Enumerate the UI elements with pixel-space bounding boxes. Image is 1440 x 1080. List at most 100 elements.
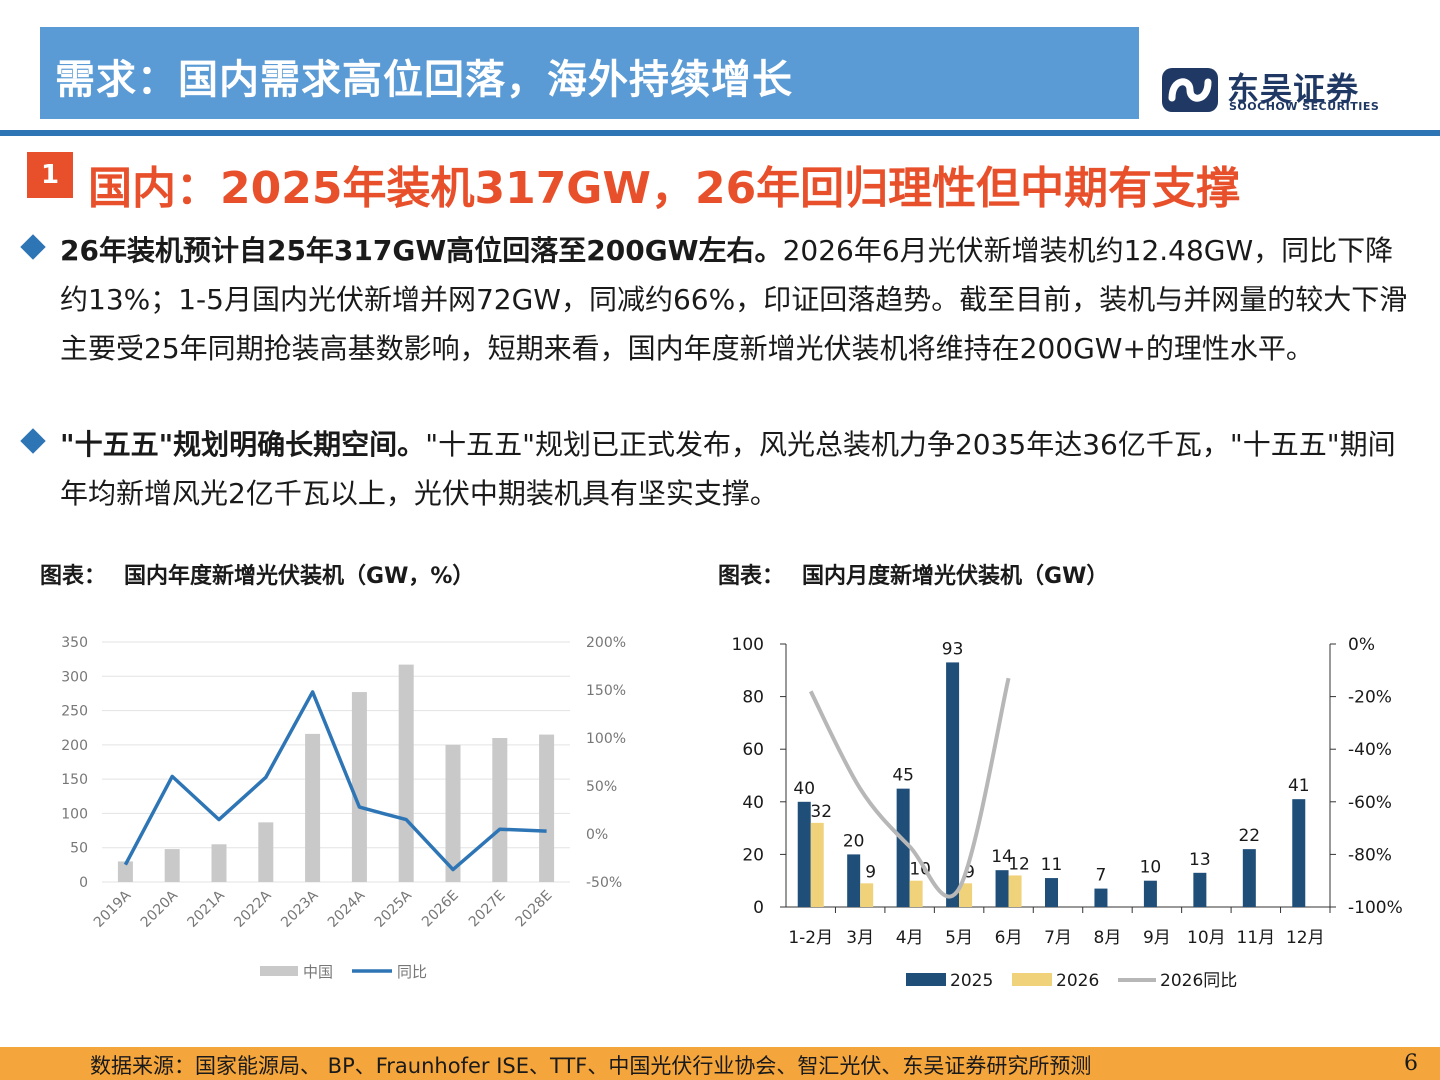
y-right-tick: -50% (586, 875, 622, 891)
x-tick-label: 6月 (995, 928, 1023, 948)
x-tick-label: 5月 (945, 928, 973, 948)
y-left-tick: 100 (61, 806, 88, 822)
y-left-tick: 100 (732, 635, 764, 655)
data-label-2025: 10 (1140, 858, 1162, 878)
bar-2025 (1193, 872, 1207, 907)
y-right-tick: -80% (1348, 845, 1392, 865)
bullet-2-bold: "十五五"规划明确长期空间。 (60, 428, 426, 461)
legend-2026-swatch (1012, 973, 1052, 986)
company-logo: 东吴证券 SOOCHOW SECURITIES (1160, 62, 1390, 118)
line-2026-yoy (808, 677, 1011, 899)
bar-2025 (847, 854, 861, 907)
data-label-2025: 7 (1096, 866, 1107, 886)
bar-china (351, 692, 367, 882)
y-right-tick: 0% (1348, 635, 1375, 655)
x-tick-label: 2025A (372, 887, 416, 931)
footer-bar: 数据来源：国家能源局、 BP、Fraunhofer ISE、TTF、中国光伏行业… (0, 1047, 1440, 1080)
data-label-2025: 14 (991, 847, 1013, 867)
y-left-tick: 250 (61, 704, 88, 720)
logo-text-en: SOOCHOW SECURITIES (1229, 100, 1380, 113)
header-bar: 需求：国内需求高位回落，海外持续增长 (40, 27, 1139, 119)
x-tick-label: 11月 (1236, 928, 1275, 948)
legend-2026: 2026 (1056, 971, 1099, 991)
y-right-tick: 100% (586, 731, 626, 747)
bullet-2-body: "十五五"规划已正式发布，风光总装机力争2035年达36亿千瓦，"十五五"期间年… (60, 428, 1396, 510)
x-tick-label: 8月 (1094, 928, 1122, 948)
data-label-2025: 20 (843, 831, 865, 851)
bar-2025 (995, 870, 1009, 907)
x-tick-label: 1-2月 (788, 928, 833, 948)
bar-2026 (860, 883, 874, 907)
x-tick-label: 10月 (1187, 928, 1226, 948)
figure-left-caption: 国内年度新增光伏装机（GW，%） (124, 564, 475, 589)
bar-2025 (946, 662, 960, 907)
legend-2025-swatch (906, 973, 946, 986)
y-left-tick: 200 (61, 738, 88, 754)
x-tick-label: 2028E (513, 888, 556, 931)
bullet-1-text: 26年装机预计自25年317GW高位回落至200GW左右。2026年6月光伏新增… (60, 226, 1420, 373)
page-title: 需求：国内需求高位回落，海外持续增长 (55, 57, 793, 103)
legend-2026-yoy: 2026同比 (1160, 971, 1237, 991)
bar-china (211, 844, 227, 882)
data-label-2026: 32 (810, 802, 832, 822)
bar-2025 (896, 788, 910, 907)
bar-2025 (1242, 849, 1256, 907)
y-left-tick: 300 (61, 669, 88, 685)
x-tick-label: 2024A (325, 887, 369, 931)
bar-china (305, 733, 321, 882)
x-tick-label: 2026E (419, 888, 462, 931)
bullet-2-text: "十五五"规划明确长期空间。"十五五"规划已正式发布，风光总装机力争2035年达… (60, 420, 1420, 518)
bar-china (492, 738, 508, 882)
x-tick-label: 2019A (91, 887, 135, 931)
y-left-tick: 40 (742, 793, 764, 813)
y-right-tick: 0% (586, 827, 608, 843)
figure-right-label: 图表： (718, 564, 785, 589)
figure-right-caption: 国内月度新增光伏装机（GW） (802, 564, 1109, 589)
x-tick-label: 2023A (278, 887, 322, 931)
bar-china (164, 849, 180, 882)
bar-2026 (1008, 875, 1022, 907)
y-left-tick: 80 (742, 688, 764, 708)
y-right-tick: -100% (1348, 898, 1403, 918)
section-number: 1 (27, 152, 73, 198)
logo-text-cn: 东吴证券 (1227, 70, 1360, 108)
figure-left-label: 图表： (40, 564, 107, 589)
bar-2026 (959, 883, 973, 907)
top-divider (0, 130, 1440, 136)
data-label-2025: 11 (1041, 855, 1063, 875)
y-left-tick: 20 (742, 845, 764, 865)
x-tick-label: 12月 (1286, 928, 1325, 948)
data-label-2026: 12 (1008, 854, 1030, 874)
section-title: 国内：2025年装机317GW，26年回归理性但中期有支撑 (88, 163, 1241, 214)
x-tick-label: 7月 (1044, 928, 1072, 948)
y-right-tick: -60% (1348, 793, 1392, 813)
legend-2025: 2025 (950, 971, 993, 991)
figure-right-title: 图表： 国内月度新增光伏装机（GW） (718, 558, 1126, 590)
bar-china (398, 664, 414, 882)
y-left-tick: 0 (79, 875, 88, 891)
line-yoy (123, 690, 547, 872)
bar-china (117, 861, 133, 882)
diamond-bullet-icon (20, 234, 46, 260)
bar-2025 (1143, 880, 1157, 907)
data-label-2025: 45 (892, 766, 914, 786)
page-number: 6 (1404, 1051, 1418, 1076)
data-label-2025: 93 (942, 639, 964, 659)
data-label-2025: 40 (793, 779, 815, 799)
bar-2025 (1094, 888, 1108, 907)
y-left-tick: 50 (70, 841, 88, 857)
bar-2025 (1045, 878, 1058, 907)
x-tick-label: 2021A (185, 887, 229, 931)
x-tick-label: 3月 (846, 928, 874, 948)
legend-china: 中国 (303, 963, 333, 981)
data-label-2026: 10 (909, 860, 931, 880)
data-label-2026: 9 (865, 862, 876, 882)
x-tick-label: 2020A (138, 887, 182, 931)
y-right-tick: -40% (1348, 740, 1392, 760)
data-label-2025: 41 (1288, 776, 1310, 796)
bullet-1-body: 2026年6月光伏新增装机约12.48GW，同比下降约13%；1-5月国内光伏新… (60, 234, 1408, 365)
annual-install-chart: 0 50 100 150 200 250 300 350 -50% 0% 50% 100% 150% 20… (61, 635, 626, 981)
legend-bar-swatch (260, 966, 298, 976)
bar-china (258, 822, 274, 882)
bar-2026 (810, 822, 824, 907)
